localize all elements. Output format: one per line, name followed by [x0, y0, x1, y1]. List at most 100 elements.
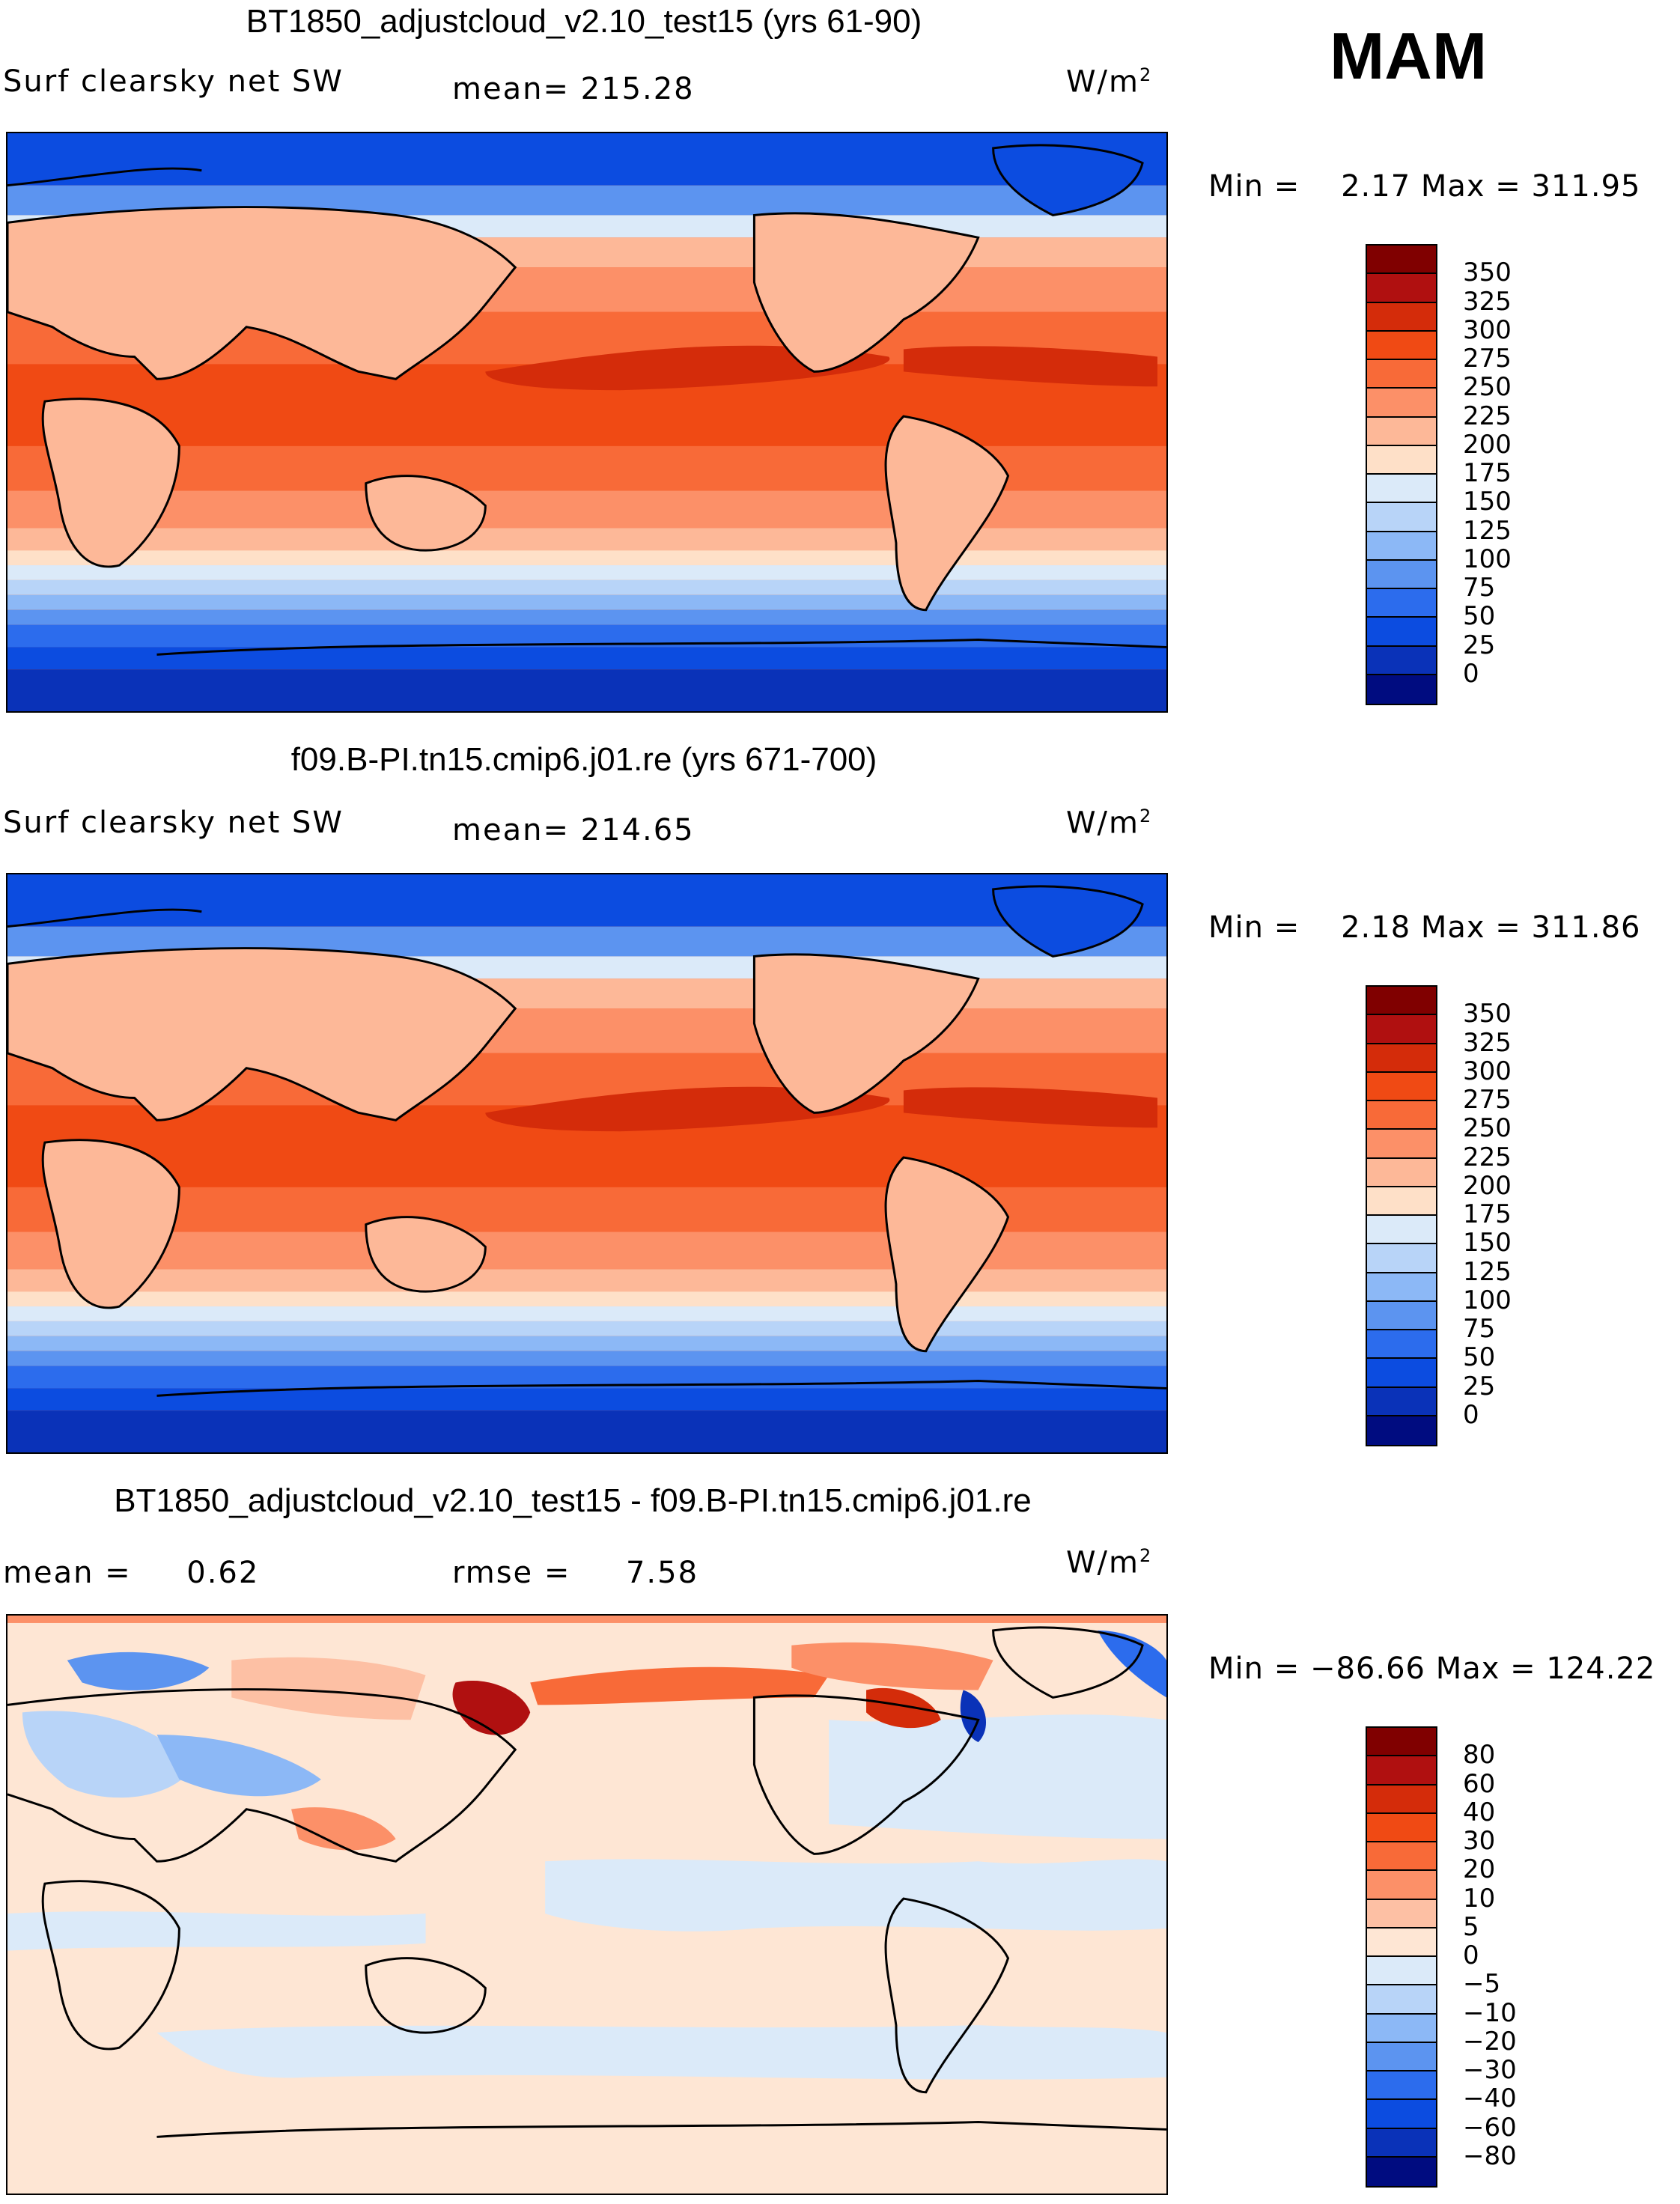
colorbar-swatch [1367, 1273, 1436, 1302]
colorbar-tick-label: 350 [1463, 999, 1512, 1029]
panel1-map-svg [7, 133, 1166, 711]
colorbar-tick-label: −20 [1463, 2026, 1517, 2057]
colorbar-tick-label: 225 [1463, 401, 1512, 431]
colorbar-swatch [1367, 560, 1436, 589]
colorbar-swatch [1367, 1301, 1436, 1330]
panel1-units: W/m2 [1066, 64, 1153, 100]
panel1-variable-label: Surf clearsky net SW [3, 64, 344, 99]
colorbar-swatch [1367, 1044, 1436, 1073]
season-label: MAM [1330, 19, 1488, 93]
colorbar-tick-label: 350 [1463, 258, 1512, 288]
colorbar-swatch [1367, 2014, 1436, 2043]
panel2-mean-label: mean= 214.65 [452, 813, 695, 847]
colorbar-swatch [1367, 246, 1436, 275]
colorbar-tick-label: 175 [1463, 458, 1512, 488]
panel2-variable-label: Surf clearsky net SW [3, 806, 344, 840]
panel2-map [6, 873, 1168, 1454]
colorbar-swatch [1367, 1928, 1436, 1957]
colorbar-swatch [1367, 417, 1436, 446]
colorbar-swatch [1367, 1101, 1436, 1130]
colorbar-tick-label: 175 [1463, 1199, 1512, 1229]
colorbar-tick-label: −5 [1463, 1969, 1501, 2000]
colorbar-swatch [1367, 1957, 1436, 1986]
panel1-minmax: Min = 2.17 Max = 311.95 [1208, 169, 1641, 204]
colorbar-swatch [1367, 675, 1436, 704]
colorbar-swatch [1367, 1871, 1436, 1900]
colorbar-tick-label: 225 [1463, 1142, 1512, 1172]
panel1-mean-label: mean= 215.28 [452, 72, 695, 106]
colorbar-tick-label: 10 [1463, 1883, 1496, 1914]
colorbar-swatch [1367, 475, 1436, 504]
colorbar-tick-label: 100 [1463, 544, 1512, 574]
panel3-map-svg [7, 1616, 1166, 2194]
colorbar-tick-label: 325 [1463, 286, 1512, 317]
colorbar-swatch [1367, 1785, 1436, 1814]
colorbar-swatch [1367, 503, 1436, 532]
colorbar-swatch [1367, 1187, 1436, 1216]
colorbar-tick-label: −60 [1463, 2112, 1517, 2143]
colorbar-tick-label: 300 [1463, 314, 1512, 345]
colorbar-swatch [1367, 389, 1436, 418]
colorbar-swatch [1367, 532, 1436, 561]
colorbar-swatch [1367, 274, 1436, 303]
panel1-map [6, 132, 1168, 713]
colorbar-tick-label: 40 [1463, 1797, 1496, 1827]
panel3-map [6, 1614, 1168, 2195]
colorbar-tick-label: −80 [1463, 2140, 1517, 2171]
colorbar-tick-label: 25 [1463, 1371, 1496, 1401]
panel3-mean: mean = 0.62 [3, 1556, 260, 1590]
colorbar-tick-label: −40 [1463, 2083, 1517, 2114]
panel2-minmax: Min = 2.18 Max = 311.86 [1208, 910, 1641, 945]
colorbar-tick-label: 75 [1463, 1314, 1496, 1344]
colorbar-swatch [1367, 1359, 1436, 1388]
colorbar-swatch [1367, 445, 1436, 475]
colorbar-tick-label: 30 [1463, 1826, 1496, 1856]
colorbar-swatch [1367, 1842, 1436, 1872]
colorbar-tick-label: 0 [1463, 1399, 1479, 1430]
colorbar-swatch [1367, 302, 1436, 332]
panel1-continents [7, 144, 1166, 656]
colorbar-swatch [1367, 2100, 1436, 2129]
colorbar-tick-label: 50 [1463, 601, 1496, 632]
colorbar-swatch [1367, 1416, 1436, 1445]
colorbar-tick-label: 25 [1463, 630, 1496, 660]
colorbar-swatch [1367, 2071, 1436, 2101]
colorbar-tick-label: −10 [1463, 1997, 1517, 2028]
colorbar-swatch [1367, 1330, 1436, 1360]
colorbar-swatch [1367, 1216, 1436, 1245]
colorbar-tick-label: 250 [1463, 372, 1512, 403]
colorbar-swatch [1367, 2042, 1436, 2071]
colorbar-swatch [1367, 1158, 1436, 1187]
panel2-colorbar [1366, 985, 1437, 1446]
colorbar-tick-label: 60 [1463, 1768, 1496, 1799]
panel2-map-svg [7, 874, 1166, 1452]
colorbar-tick-label: 200 [1463, 429, 1512, 460]
colorbar-swatch [1367, 1387, 1436, 1416]
panel2-title: f09.B-PI.tn15.cmip6.j01.re (yrs 671-700) [290, 741, 877, 778]
colorbar-tick-label: 5 [1463, 1911, 1479, 1942]
colorbar-tick-label: 125 [1463, 1256, 1512, 1287]
colorbar-tick-label: 325 [1463, 1027, 1512, 1058]
colorbar-swatch [1367, 589, 1436, 618]
colorbar-tick-label: 275 [1463, 344, 1512, 374]
colorbar-tick-label: 300 [1463, 1056, 1512, 1086]
panel3-colorbar [1366, 1726, 1437, 2188]
colorbar-swatch [1367, 1015, 1436, 1044]
colorbar-swatch [1367, 1756, 1436, 1786]
panel3-continents [7, 1626, 1166, 2138]
panel3-units: W/m2 [1066, 1545, 1153, 1580]
colorbar-swatch [1367, 2128, 1436, 2158]
colorbar-swatch [1367, 1728, 1436, 1757]
colorbar-swatch [1367, 1813, 1436, 1842]
colorbar-tick-label: 100 [1463, 1285, 1512, 1315]
colorbar-tick-label: 0 [1463, 1940, 1479, 1970]
colorbar-swatch [1367, 1130, 1436, 1159]
colorbar-tick-label: 20 [1463, 1854, 1496, 1885]
panel1-colorbar [1366, 244, 1437, 705]
colorbar-tick-label: 0 [1463, 658, 1479, 689]
panel3-title: BT1850_adjustcloud_v2.10_test15 - f09.B-… [114, 1482, 1032, 1519]
colorbar-tick-label: 80 [1463, 1740, 1496, 1771]
colorbar-tick-label: 150 [1463, 1228, 1512, 1258]
colorbar-swatch [1367, 646, 1436, 675]
colorbar-swatch [1367, 1985, 1436, 2015]
